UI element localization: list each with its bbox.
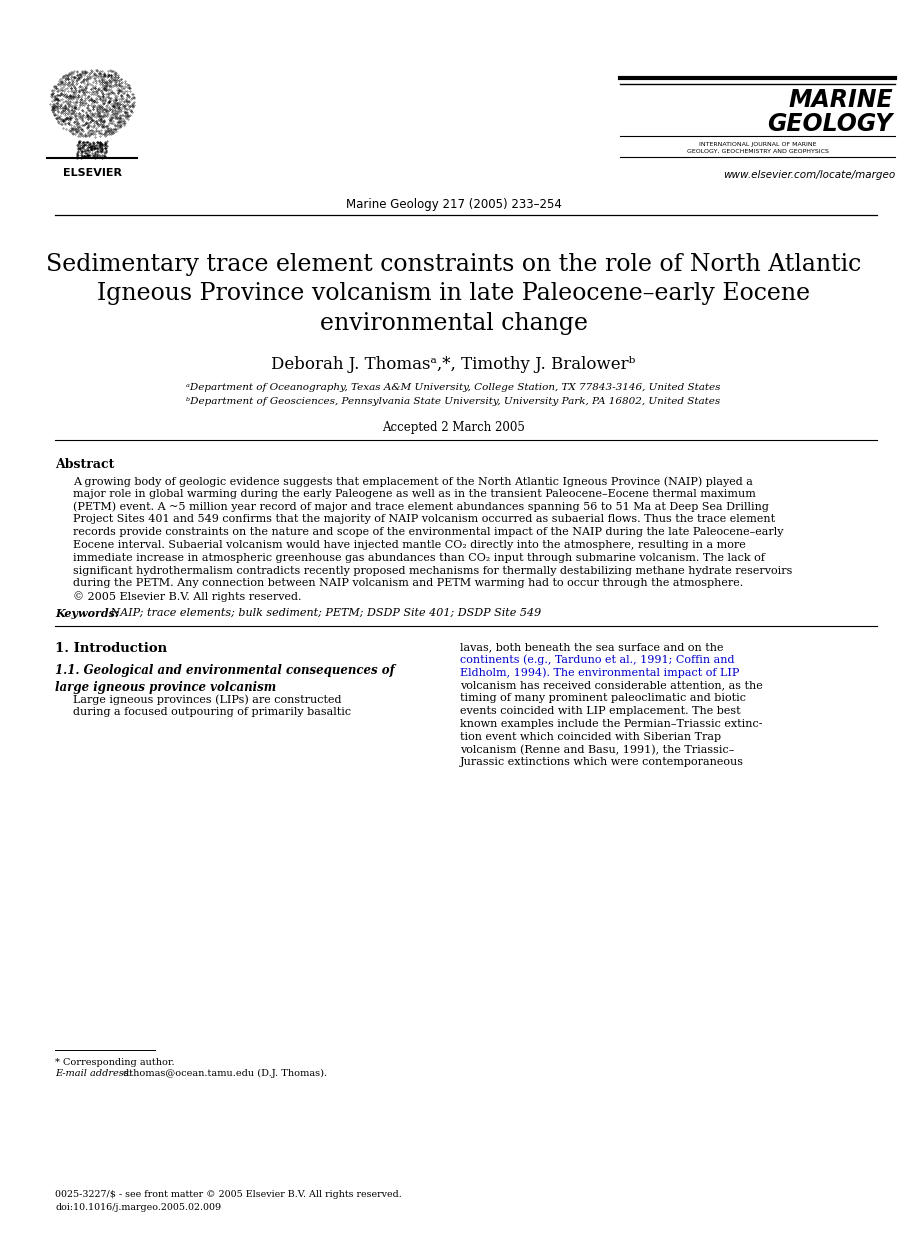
Text: INTERNATIONAL JOURNAL OF MARINE
GEOLOGY, GEOCHEMISTRY AND GEOPHYSICS: INTERNATIONAL JOURNAL OF MARINE GEOLOGY,… [687,142,828,154]
Text: © 2005 Elsevier B.V. All rights reserved.: © 2005 Elsevier B.V. All rights reserved… [73,592,301,602]
Text: * Corresponding author.: * Corresponding author. [55,1058,175,1067]
Text: Jurassic extinctions which were contemporaneous: Jurassic extinctions which were contempo… [460,758,744,768]
Text: ᵃDepartment of Oceanography, Texas A&M University, College Station, TX 77843-314: ᵃDepartment of Oceanography, Texas A&M U… [186,383,721,392]
Text: volcanism has received considerable attention, as the: volcanism has received considerable atte… [460,681,763,691]
Text: continents (e.g., Tarduno et al., 1991; Coffin and: continents (e.g., Tarduno et al., 1991; … [460,655,735,665]
Text: dthomas@ocean.tamu.edu (D.J. Thomas).: dthomas@ocean.tamu.edu (D.J. Thomas). [123,1068,327,1078]
Text: during a focused outpouring of primarily basaltic: during a focused outpouring of primarily… [73,707,351,717]
Text: 0025-3227/$ - see front matter © 2005 Elsevier B.V. All rights reserved.: 0025-3227/$ - see front matter © 2005 El… [55,1190,402,1198]
Text: during the PETM. Any connection between NAIP volcanism and PETM warming had to o: during the PETM. Any connection between … [73,578,743,588]
Text: Abstract: Abstract [55,458,114,470]
Text: Marine Geology 217 (2005) 233–254: Marine Geology 217 (2005) 233–254 [346,198,561,210]
Text: tion event which coincided with Siberian Trap: tion event which coincided with Siberian… [460,732,721,742]
Text: Accepted 2 March 2005: Accepted 2 March 2005 [382,421,525,435]
Text: A growing body of geologic evidence suggests that emplacement of the North Atlan: A growing body of geologic evidence sugg… [73,475,753,487]
Text: Eocene interval. Subaerial volcanism would have injected mantle CO₂ directly int: Eocene interval. Subaerial volcanism wou… [73,540,746,550]
Text: E-mail address:: E-mail address: [55,1068,135,1078]
Text: NAIP; trace elements; bulk sediment; PETM; DSDP Site 401; DSDP Site 549: NAIP; trace elements; bulk sediment; PET… [107,608,541,618]
Text: MARINE: MARINE [788,88,893,111]
Text: www.elsevier.com/locate/margeo: www.elsevier.com/locate/margeo [723,170,895,180]
Text: (PETM) event. A ~5 million year record of major and trace element abundances spa: (PETM) event. A ~5 million year record o… [73,501,769,513]
Text: Sedimentary trace element constraints on the role of North Atlantic
Igneous Prov: Sedimentary trace element constraints on… [46,253,861,334]
Text: Project Sites 401 and 549 confirms that the majority of NAIP volcanism occurred : Project Sites 401 and 549 confirms that … [73,515,775,525]
Text: significant hydrothermalism contradicts recently proposed mechanisms for thermal: significant hydrothermalism contradicts … [73,566,793,576]
Text: major role in global warming during the early Paleogene as well as in the transi: major role in global warming during the … [73,489,756,499]
Text: Deborah J. Thomasᵃ,*, Timothy J. Bralowerᵇ: Deborah J. Thomasᵃ,*, Timothy J. Bralowe… [271,357,636,373]
Text: records provide constraints on the nature and scope of the environmental impact : records provide constraints on the natur… [73,527,784,537]
Text: timing of many prominent paleoclimatic and biotic: timing of many prominent paleoclimatic a… [460,693,746,703]
Text: immediate increase in atmospheric greenhouse gas abundances than CO₂ input throu: immediate increase in atmospheric greenh… [73,553,765,563]
Text: ᵇDepartment of Geosciences, Pennsylvania State University, University Park, PA 1: ᵇDepartment of Geosciences, Pennsylvania… [186,397,721,406]
Text: volcanism (Renne and Basu, 1991), the Triassic–: volcanism (Renne and Basu, 1991), the Tr… [460,744,735,755]
Text: 1.1. Geological and environmental consequences of
large igneous province volcani: 1.1. Geological and environmental conseq… [55,664,395,695]
Text: GEOLOGY: GEOLOGY [767,111,893,136]
Text: ELSEVIER: ELSEVIER [63,168,122,178]
Text: events coincided with LIP emplacement. The best: events coincided with LIP emplacement. T… [460,706,741,716]
Text: known examples include the Permian–Triassic extinc-: known examples include the Permian–Trias… [460,719,763,729]
Text: lavas, both beneath the sea surface and on the: lavas, both beneath the sea surface and … [460,643,724,652]
Text: doi:10.1016/j.margeo.2005.02.009: doi:10.1016/j.margeo.2005.02.009 [55,1203,221,1212]
Text: Keywords:: Keywords: [55,608,119,619]
Text: Eldholm, 1994). The environmental impact of LIP: Eldholm, 1994). The environmental impact… [460,667,739,678]
Text: Large igneous provinces (LIPs) are constructed: Large igneous provinces (LIPs) are const… [73,695,342,704]
Text: 1. Introduction: 1. Introduction [55,643,167,655]
